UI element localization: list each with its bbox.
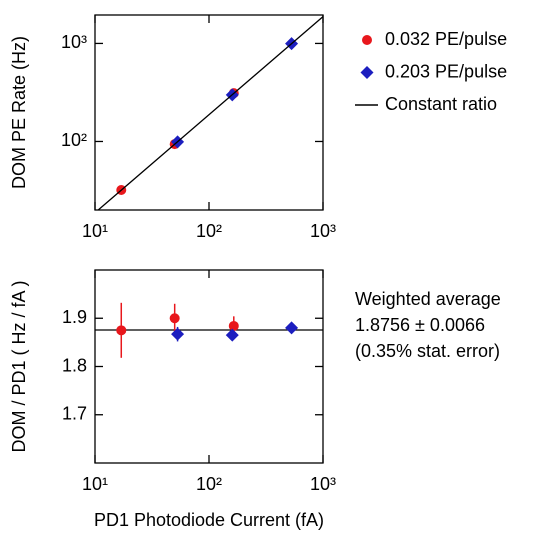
y-axis-label: DOM / PD1 ( Hz / fA ) (9, 280, 29, 452)
legend-marker (362, 35, 372, 45)
point (225, 328, 239, 342)
legend-marker (360, 66, 374, 79)
point (116, 325, 127, 336)
legend-label: 0.032 PE/pulse (385, 29, 507, 49)
ratio-line (97, 16, 323, 210)
x-tick-label: 10³ (310, 474, 336, 494)
point (169, 313, 180, 324)
y-tick-label: 1.9 (62, 307, 87, 327)
y-tick-label: 10³ (61, 32, 87, 52)
annotation: 1.8756 ± 0.0066 (355, 315, 485, 335)
point (228, 320, 239, 331)
point (285, 321, 299, 335)
annotation: Weighted average (355, 289, 501, 309)
x-tick-label: 10¹ (82, 221, 108, 241)
y-axis-label: DOM PE Rate (Hz) (9, 36, 29, 189)
legend-label: Constant ratio (385, 94, 497, 114)
y-tick-label: 1.7 (62, 404, 87, 424)
plot-frame (94, 269, 324, 464)
x-tick-label: 10³ (310, 221, 336, 241)
x-tick-label: 10² (196, 474, 222, 494)
legend-label: 0.203 PE/pulse (385, 61, 507, 81)
y-tick-label: 10² (61, 130, 87, 150)
point (171, 327, 185, 341)
x-tick-label: 10² (196, 221, 222, 241)
y-tick-label: 1.8 (62, 355, 87, 375)
x-tick-label: 10¹ (82, 474, 108, 494)
annotation: (0.35% stat. error) (355, 341, 500, 361)
x-axis-label: PD1 Photodiode Current (fA) (94, 510, 324, 530)
